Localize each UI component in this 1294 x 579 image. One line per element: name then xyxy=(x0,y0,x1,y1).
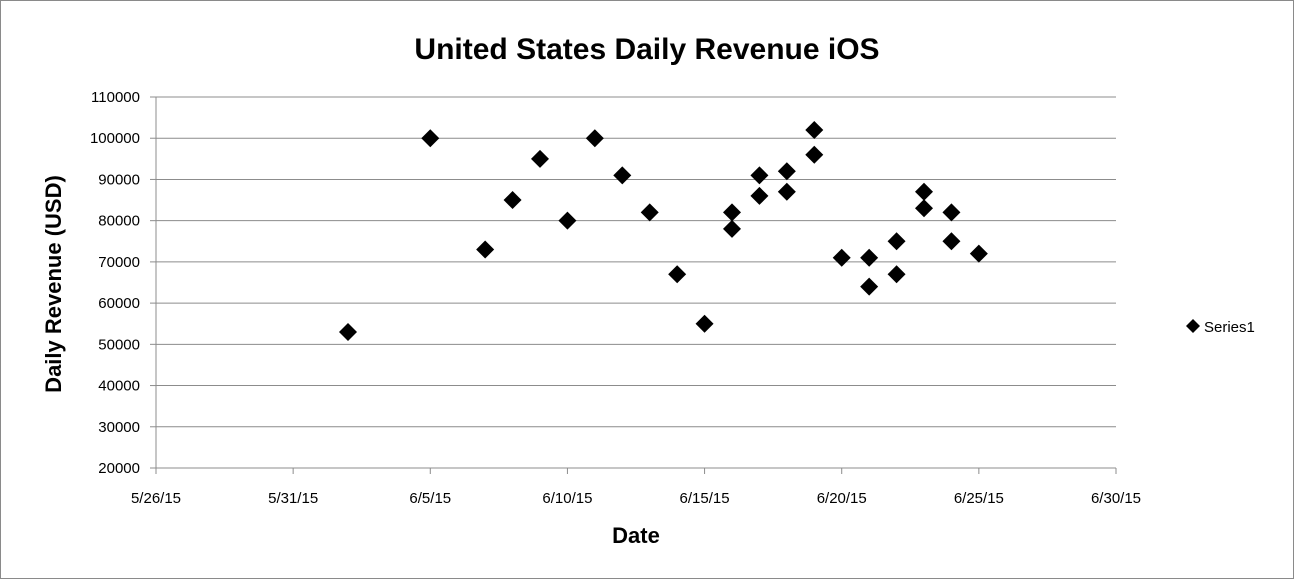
x-tick-label: 5/26/15 xyxy=(131,490,181,507)
x-axis-label: Date xyxy=(612,523,660,548)
data-point xyxy=(915,182,933,201)
x-tick-labels: 5/26/15 5/31/15 6/5/15 6/10/15 6/15/15 6/20/1… xyxy=(131,490,1141,507)
y-tick-label: 40000 xyxy=(98,378,140,395)
gridlines xyxy=(156,96,1116,428)
legend-marker-diamond xyxy=(1186,319,1200,333)
data-point xyxy=(503,191,522,210)
data-point xyxy=(723,219,741,238)
x-tick-label: 6/25/15 xyxy=(954,490,1004,507)
data-point xyxy=(558,211,577,230)
data-point xyxy=(668,265,687,284)
data-point xyxy=(476,240,495,259)
data-point xyxy=(915,199,933,218)
y-tick-labels: 20000 30000 40000 50000 60000 70000 80000 90000… xyxy=(90,89,140,477)
data-point xyxy=(585,129,604,148)
x-tick-label: 6/15/15 xyxy=(680,490,730,507)
x-tick-label: 5/31/15 xyxy=(268,490,318,507)
chart-title: United States Daily Revenue iOS xyxy=(414,33,879,66)
y-tick-label: 20000 xyxy=(98,460,140,477)
x-tick-label: 6/10/15 xyxy=(542,490,592,507)
y-tick-label: 90000 xyxy=(98,171,140,188)
data-point xyxy=(887,265,906,284)
x-tick-label: 6/5/15 xyxy=(409,490,451,507)
data-point xyxy=(805,145,824,164)
y-tick-label: 60000 xyxy=(98,295,140,312)
data-point xyxy=(750,186,769,205)
data-point xyxy=(969,244,988,263)
y-tick-label: 80000 xyxy=(98,213,140,230)
data-point xyxy=(750,166,769,185)
legend: Series1 xyxy=(1186,319,1255,336)
data-point xyxy=(723,203,741,222)
y-tick-label: 100000 xyxy=(90,130,140,147)
data-point xyxy=(860,248,879,267)
y-tick-label: 50000 xyxy=(98,336,140,353)
data-point xyxy=(777,162,796,181)
y-tick-label: 30000 xyxy=(98,419,140,436)
data-point xyxy=(421,129,440,148)
data-point xyxy=(942,203,961,222)
axes xyxy=(150,96,1117,474)
y-tick-label: 70000 xyxy=(98,254,140,271)
x-tick-label: 6/20/15 xyxy=(817,490,867,507)
data-point xyxy=(339,322,357,341)
data-point xyxy=(832,248,851,267)
y-axis-label: Daily Revenue (USD) xyxy=(41,175,66,393)
data-point xyxy=(695,314,714,333)
y-tick-label: 110000 xyxy=(91,89,140,106)
data-point xyxy=(942,232,961,251)
data-points xyxy=(339,120,988,341)
data-point xyxy=(613,166,632,185)
legend-label: Series1 xyxy=(1204,319,1255,336)
data-point xyxy=(860,277,879,296)
x-tick-label: 6/30/15 xyxy=(1091,490,1141,507)
data-point xyxy=(531,149,549,168)
data-point xyxy=(640,203,659,222)
data-point xyxy=(805,120,824,139)
data-point xyxy=(777,182,796,201)
data-point xyxy=(887,232,906,251)
